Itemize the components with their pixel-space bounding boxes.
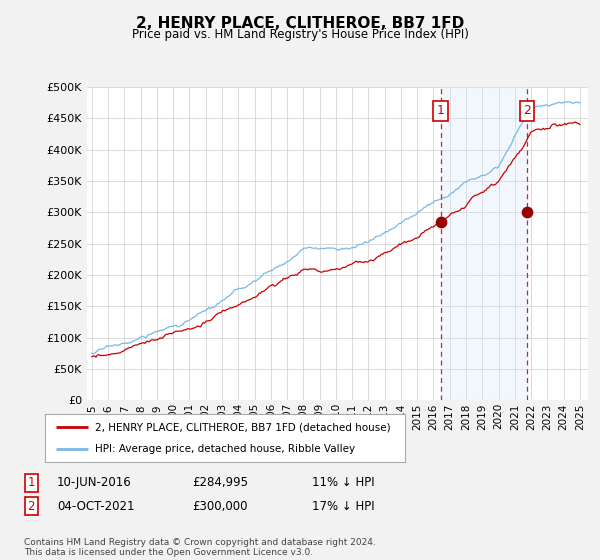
Bar — [441, 87, 527, 400]
Text: 17% ↓ HPI: 17% ↓ HPI — [312, 500, 374, 513]
Point — [522, 208, 532, 217]
Text: 2, HENRY PLACE, CLITHEROE, BB7 1FD: 2, HENRY PLACE, CLITHEROE, BB7 1FD — [136, 16, 464, 31]
Text: 11% ↓ HPI: 11% ↓ HPI — [312, 476, 374, 489]
Text: 10-JUN-2016: 10-JUN-2016 — [57, 476, 132, 489]
Text: HPI: Average price, detached house, Ribble Valley: HPI: Average price, detached house, Ribb… — [95, 444, 356, 454]
Text: Price paid vs. HM Land Registry's House Price Index (HPI): Price paid vs. HM Land Registry's House … — [131, 28, 469, 41]
Text: £300,000: £300,000 — [192, 500, 248, 513]
Text: 1: 1 — [28, 476, 35, 489]
Text: Contains HM Land Registry data © Crown copyright and database right 2024.
This d: Contains HM Land Registry data © Crown c… — [24, 538, 376, 557]
Text: 2: 2 — [28, 500, 35, 513]
Text: 04-OCT-2021: 04-OCT-2021 — [57, 500, 134, 513]
Text: 2, HENRY PLACE, CLITHEROE, BB7 1FD (detached house): 2, HENRY PLACE, CLITHEROE, BB7 1FD (deta… — [95, 422, 391, 432]
Text: 2: 2 — [523, 104, 531, 117]
Text: 1: 1 — [437, 104, 445, 117]
Text: £284,995: £284,995 — [192, 476, 248, 489]
Point — [436, 217, 446, 226]
